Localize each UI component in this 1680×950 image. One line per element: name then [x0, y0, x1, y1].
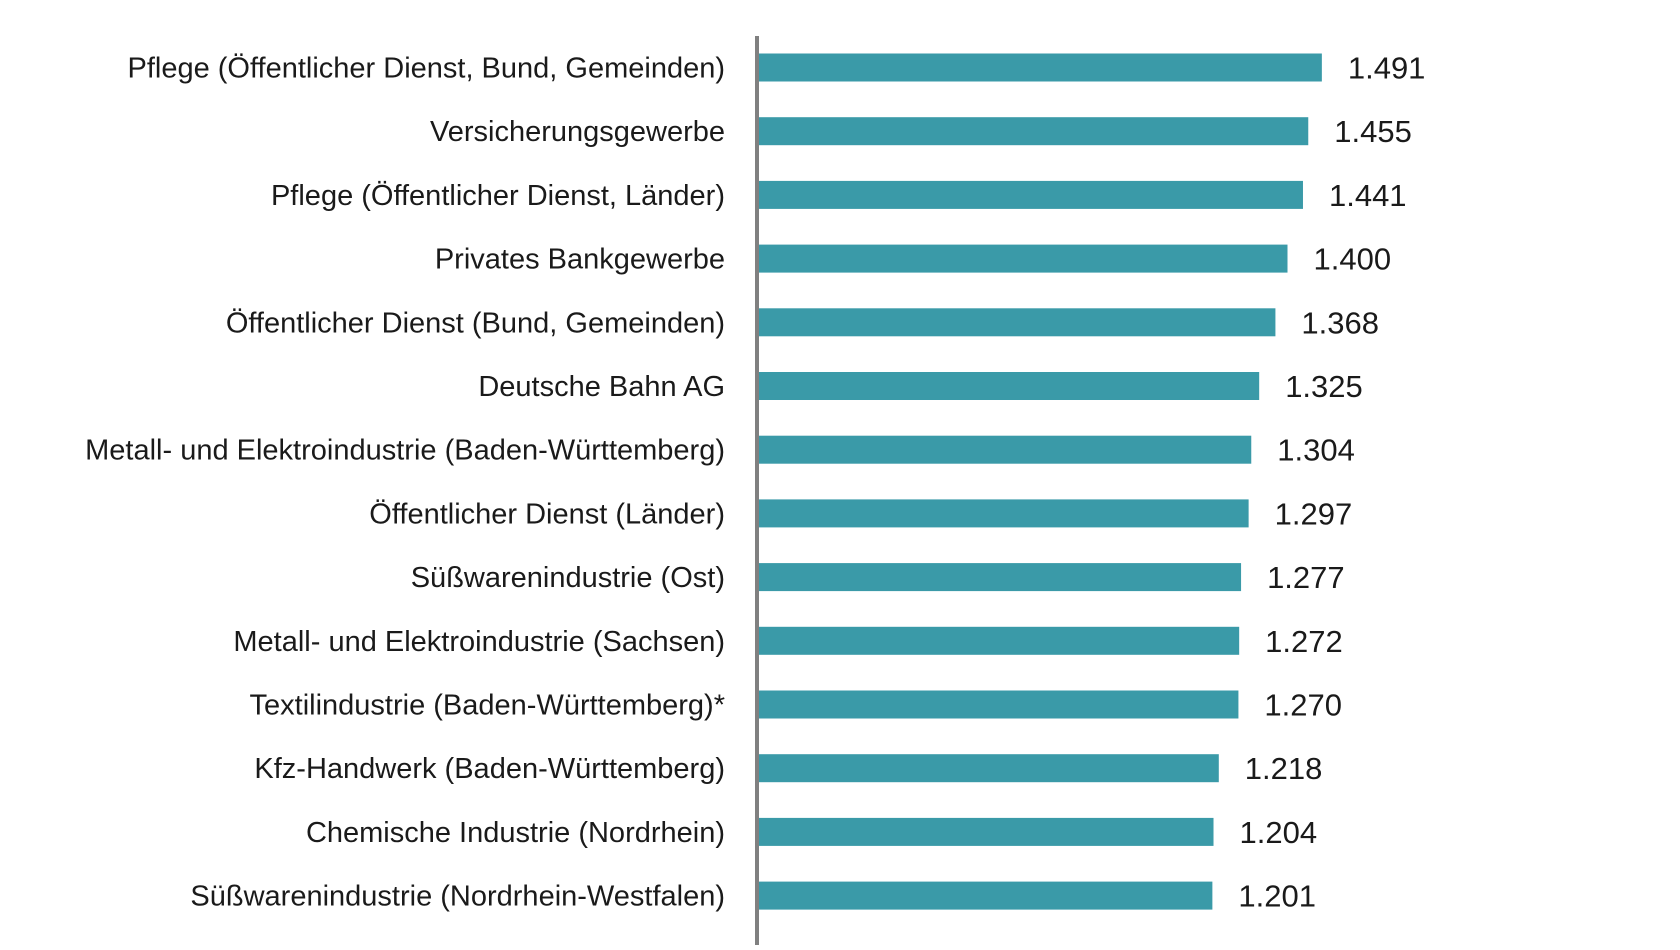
- category-label: Süßwarenindustrie (Ost): [411, 562, 725, 594]
- category-label: Versicherungsgewerbe: [430, 116, 725, 148]
- bar: [759, 244, 1288, 273]
- value-label: 1.204: [1240, 815, 1318, 850]
- bar: [759, 117, 1309, 146]
- category-label: Pflege (Öffentlicher Dienst, Länder): [271, 180, 725, 212]
- bar: [759, 308, 1276, 337]
- value-label: 1.272: [1265, 624, 1343, 659]
- bar: [759, 817, 1214, 846]
- value-label: 1.455: [1334, 114, 1412, 149]
- category-label: Chemische Industrie (Nordrhein): [306, 817, 725, 849]
- category-label: Öffentlicher Dienst (Bund, Gemeinden): [226, 307, 725, 339]
- bar: [759, 435, 1252, 464]
- category-label: Textilindustrie (Baden-Württemberg)*: [250, 690, 725, 722]
- category-label: Pflege (Öffentlicher Dienst, Bund, Gemei…: [127, 53, 725, 85]
- value-label: 1.441: [1329, 178, 1407, 213]
- bar: [759, 690, 1239, 719]
- bar: [759, 499, 1249, 528]
- value-label: 1.218: [1245, 751, 1323, 786]
- value-label: 1.277: [1267, 560, 1345, 595]
- value-label: 1.491: [1348, 51, 1426, 86]
- value-label: 1.304: [1277, 433, 1355, 468]
- value-label: 1.325: [1285, 369, 1363, 404]
- category-label: Süßwarenindustrie (Nordrhein-Westfalen): [190, 881, 725, 913]
- bar: [759, 626, 1240, 655]
- bar: [759, 180, 1303, 209]
- category-label: Öffentlicher Dienst (Länder): [369, 498, 725, 530]
- value-label: 1.270: [1264, 688, 1342, 723]
- category-label: Metall- und Elektroindustrie (Sachsen): [233, 626, 725, 658]
- value-label: 1.368: [1301, 305, 1379, 340]
- bar: [759, 754, 1219, 783]
- bar: [759, 563, 1242, 592]
- category-label: Kfz-Handwerk (Baden-Württemberg): [254, 753, 725, 785]
- category-label: Metall- und Elektroindustrie (Baden-Würt…: [85, 435, 725, 467]
- bar: [759, 881, 1213, 910]
- bar: [759, 53, 1322, 82]
- value-label: 1.201: [1238, 879, 1316, 914]
- value-label: 1.400: [1314, 242, 1392, 277]
- category-label: Deutsche Bahn AG: [478, 371, 725, 403]
- value-label: 1.297: [1275, 496, 1353, 531]
- bar: [759, 372, 1260, 400]
- category-label: Privates Bankgewerbe: [435, 244, 725, 276]
